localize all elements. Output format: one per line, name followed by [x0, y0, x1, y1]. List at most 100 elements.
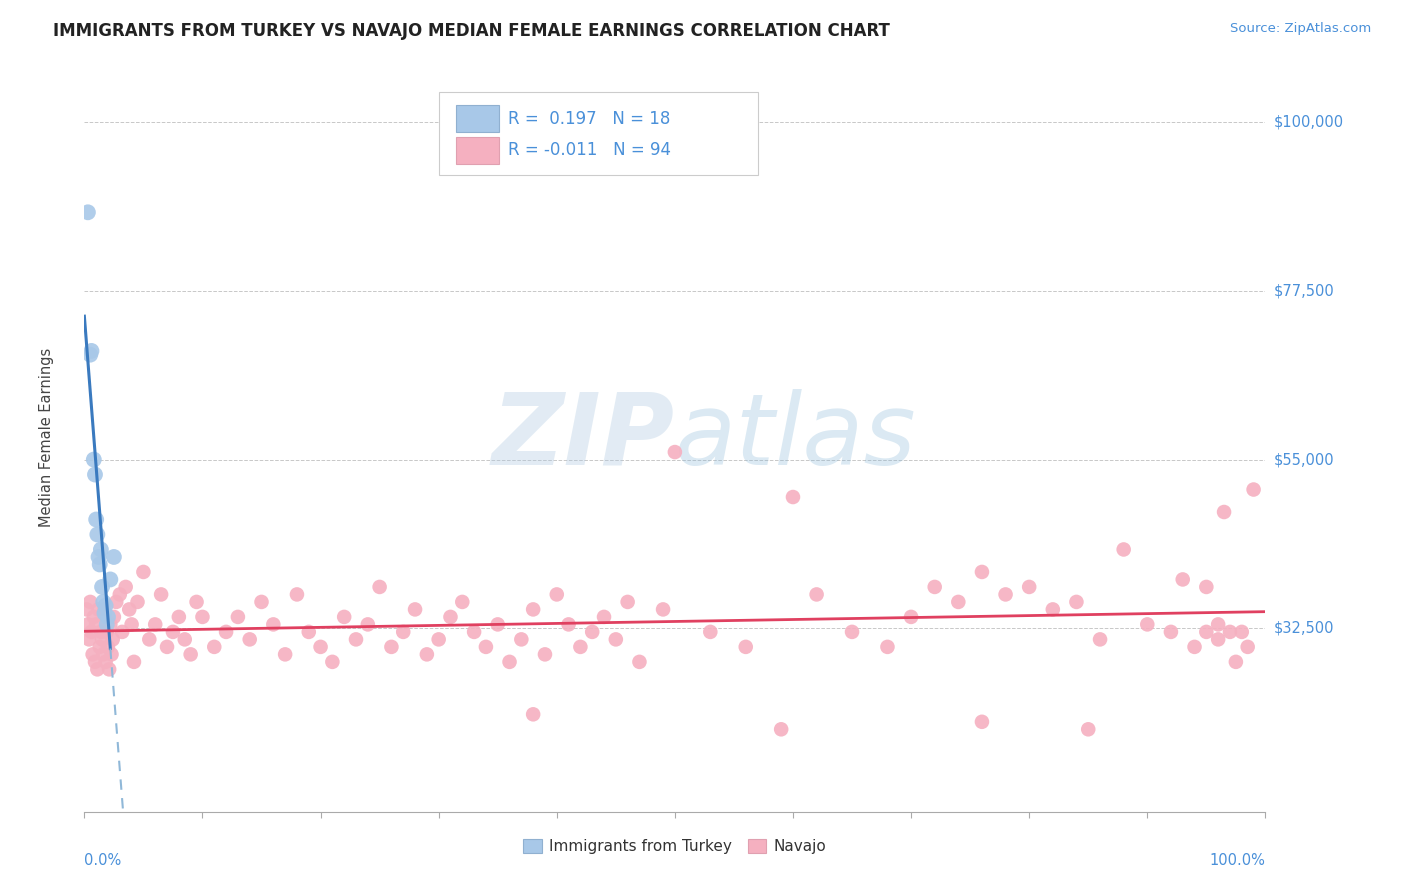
Point — [1219, 624, 1241, 639]
Point — [84, 655, 107, 669]
Point — [1195, 580, 1218, 594]
Point — [82, 648, 104, 662]
Point — [1171, 573, 1194, 587]
Text: R = -0.011   N = 94: R = -0.011 N = 94 — [509, 141, 671, 159]
Point — [86, 527, 108, 541]
Point — [498, 655, 520, 669]
Point — [782, 490, 804, 504]
Point — [664, 445, 686, 459]
Point — [83, 610, 105, 624]
Point — [1230, 624, 1253, 639]
Point — [392, 624, 415, 639]
Text: ZIP: ZIP — [492, 389, 675, 485]
Point — [93, 602, 115, 616]
Point — [1018, 580, 1040, 594]
Point — [522, 602, 544, 616]
Text: $32,500: $32,500 — [1274, 621, 1334, 636]
Point — [87, 602, 110, 616]
Point — [91, 648, 114, 662]
Text: $77,500: $77,500 — [1274, 284, 1334, 299]
Point — [118, 602, 141, 616]
Text: atlas: atlas — [675, 389, 917, 485]
Point — [463, 624, 485, 639]
Point — [1160, 624, 1182, 639]
Point — [357, 617, 380, 632]
Point — [250, 595, 273, 609]
Point — [84, 512, 107, 526]
Point — [173, 632, 195, 647]
Point — [581, 624, 603, 639]
Point — [87, 549, 110, 564]
Text: 0.0%: 0.0% — [84, 853, 121, 868]
Point — [86, 662, 108, 676]
Point — [510, 632, 533, 647]
Point — [924, 580, 946, 594]
Point — [138, 632, 160, 647]
Point — [202, 640, 225, 654]
Point — [97, 610, 120, 624]
Point — [108, 587, 131, 601]
Point — [101, 632, 124, 647]
Point — [309, 640, 332, 654]
Point — [94, 599, 117, 613]
Point — [96, 617, 118, 632]
Point — [427, 632, 450, 647]
Point — [79, 595, 101, 609]
Point — [94, 655, 117, 669]
Point — [262, 617, 284, 632]
Point — [1112, 542, 1135, 557]
Point — [91, 595, 114, 609]
Point — [98, 573, 121, 587]
Point — [605, 632, 627, 647]
Point — [1225, 655, 1247, 669]
Point — [1088, 632, 1111, 647]
Point — [162, 624, 184, 639]
Text: Median Female Earnings: Median Female Earnings — [39, 348, 53, 526]
Point — [103, 610, 125, 624]
Point — [994, 587, 1017, 601]
Point — [1213, 505, 1236, 519]
Point — [970, 565, 993, 579]
Text: IMMIGRANTS FROM TURKEY VS NAVAJO MEDIAN FEMALE EARNINGS CORRELATION CHART: IMMIGRANTS FROM TURKEY VS NAVAJO MEDIAN … — [53, 22, 890, 40]
Point — [114, 580, 136, 594]
Point — [404, 602, 426, 616]
Point — [652, 602, 675, 616]
Point — [534, 648, 557, 662]
Point — [93, 606, 115, 620]
Point — [274, 648, 297, 662]
Point — [1243, 483, 1265, 497]
Point — [948, 595, 970, 609]
Point — [1184, 640, 1206, 654]
Point — [122, 655, 145, 669]
Point — [475, 640, 498, 654]
Point — [90, 624, 112, 639]
Point — [368, 580, 391, 594]
Point — [970, 714, 993, 729]
Point — [156, 640, 179, 654]
Point — [89, 558, 111, 572]
Point — [180, 648, 202, 662]
Point — [900, 610, 922, 624]
Point — [167, 610, 190, 624]
Text: $100,000: $100,000 — [1274, 115, 1344, 130]
Point — [186, 595, 208, 609]
Point — [132, 565, 155, 579]
Point — [451, 595, 474, 609]
Point — [806, 587, 828, 601]
Point — [90, 542, 112, 557]
Point — [593, 610, 616, 624]
Point — [191, 610, 214, 624]
Point — [344, 632, 367, 647]
Point — [226, 610, 249, 624]
Point — [546, 587, 568, 601]
Point — [770, 723, 793, 737]
Point — [876, 640, 898, 654]
Point — [215, 624, 238, 639]
Point — [321, 655, 343, 669]
Point — [77, 205, 100, 219]
Point — [569, 640, 592, 654]
Point — [77, 617, 100, 632]
Point — [91, 580, 114, 594]
Point — [1236, 640, 1258, 654]
Point — [628, 655, 651, 669]
